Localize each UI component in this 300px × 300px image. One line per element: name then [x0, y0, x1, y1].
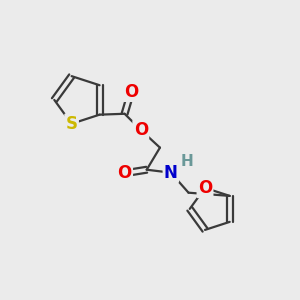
Text: N: N	[164, 164, 178, 182]
Text: O: O	[124, 83, 138, 101]
Text: S: S	[66, 115, 78, 133]
Text: H: H	[181, 154, 194, 169]
Text: O: O	[198, 179, 212, 197]
Text: O: O	[118, 164, 132, 182]
Text: O: O	[134, 121, 148, 139]
